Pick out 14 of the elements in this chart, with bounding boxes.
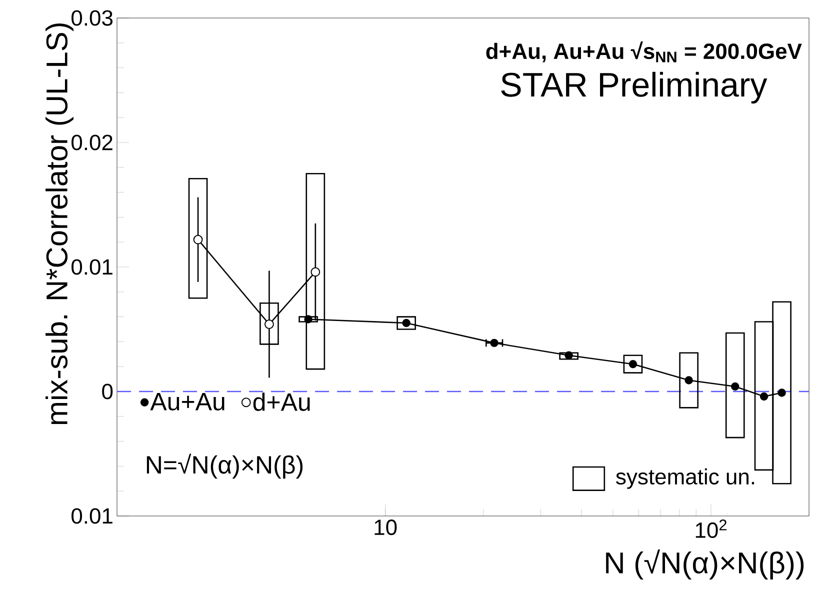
y-tick-label: 0: [102, 384, 113, 400]
y-tick-label: 0.01: [72, 508, 112, 524]
x-tick-label: 10$^{2}$: [696, 520, 726, 538]
annotation: N=√N(α)×N(β): [146, 454, 303, 479]
legend-label: systematic un.: [616, 468, 754, 489]
annotation: STAR Preliminary: [501, 72, 768, 104]
x-axis-title: N (√N(α)×N(β)): [606, 550, 804, 580]
y-tick-label: 0.01: [72, 259, 112, 275]
legend-label: d+Au: [253, 392, 310, 411]
x-tick-label: 10: [374, 520, 397, 536]
chart-title: d+Au, Au+Au √s$_{NN}$ = 200.0GeV: [486, 41, 802, 62]
y-tick-label: 0.02: [72, 134, 112, 150]
y-tick-label: 0.03: [72, 10, 113, 26]
legend-label: Au+Au: [150, 393, 224, 410]
